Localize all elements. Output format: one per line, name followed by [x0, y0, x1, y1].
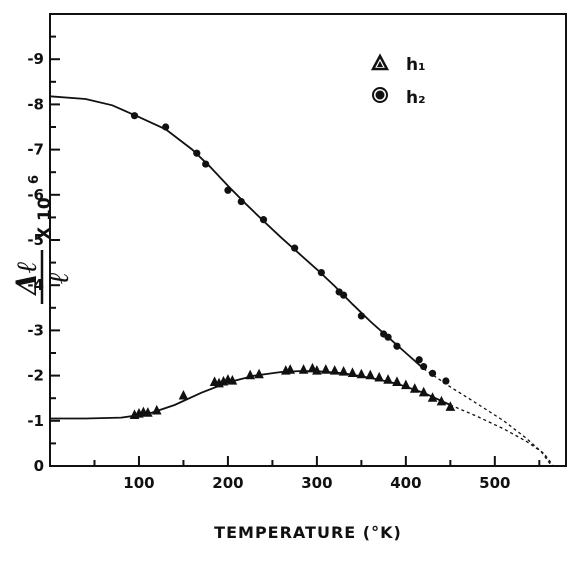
data-point-h1 [298, 364, 309, 374]
y-tick-label: -2 [27, 367, 44, 385]
data-point-h1 [320, 364, 331, 374]
data-point-h1 [374, 371, 384, 382]
y-tick-label: -6 [27, 186, 44, 204]
data-point-h1 [409, 383, 420, 393]
x-tick-label: 400 [390, 474, 421, 492]
x-tick-label: 200 [212, 474, 243, 492]
fit-curve-dashed-1 [450, 404, 554, 466]
y-axis-title-numerator: Δℓ [10, 261, 43, 297]
data-point-h1 [445, 401, 456, 411]
data-point-h1 [227, 375, 238, 385]
y-axis-title-multiplier: X 10 [35, 197, 55, 240]
data-point-h2 [237, 197, 245, 206]
y-tick-label: -9 [27, 50, 44, 68]
legend-marker-h2-inner [375, 90, 385, 100]
plot-area [49, 13, 567, 467]
x-axis-title: TEMPERATURE (°K) [214, 523, 402, 542]
data-point-h2 [193, 149, 201, 157]
data-point-h2 [202, 160, 210, 168]
data-point-h1 [418, 386, 429, 397]
data-point-h2 [393, 342, 401, 350]
y-tick-label: -1 [27, 412, 44, 430]
data-point-h2 [291, 244, 299, 252]
data-point-h2 [162, 123, 170, 131]
y-tick-label: -4 [27, 276, 44, 294]
data-point-h1 [178, 389, 189, 400]
data-point-h1 [245, 369, 255, 380]
y-axis-title-exponent: 6 [27, 175, 42, 184]
fit-curves [49, 95, 554, 466]
y-tick-label: -3 [27, 321, 44, 339]
data-point-h2 [415, 356, 423, 364]
legend-marker-h2 [372, 87, 388, 103]
data-point-h1 [401, 379, 411, 390]
fit-curve-dashed-2 [423, 368, 551, 465]
data-point-h1 [338, 365, 349, 376]
legend-label-h1: h₁ [406, 55, 426, 75]
y-tick-label: -7 [27, 141, 44, 159]
data-point-h2 [224, 186, 232, 194]
data-points [129, 112, 456, 419]
legend-marker-h1 [370, 53, 390, 71]
data-point-h1 [436, 395, 447, 406]
data-point-h2 [384, 333, 392, 341]
y-tick-label: 0 [34, 457, 44, 475]
legend-marker-h1-inner [377, 61, 383, 67]
data-point-h1 [285, 364, 296, 374]
x-tick-label: 100 [123, 474, 154, 492]
data-point-h1 [312, 365, 322, 375]
x-axis: 100 200 300 400 500 [93, 456, 541, 492]
legend-label-h2: h₂ [406, 88, 426, 108]
data-point-h2 [259, 216, 268, 224]
data-point-h2 [339, 291, 348, 299]
data-point-h2 [317, 268, 325, 277]
data-point-h1 [427, 392, 438, 402]
data-point-h1 [356, 368, 367, 379]
data-point-h1 [392, 376, 402, 386]
legend: h₁ h₂ [370, 53, 426, 108]
fit-curve-solid-2 [49, 95, 425, 370]
y-axis-title-denominator: ℓ [42, 272, 75, 285]
data-point-h1 [151, 404, 162, 415]
data-point-h1 [347, 367, 358, 377]
data-point-h1 [143, 407, 153, 417]
y-tick-label: -8 [27, 95, 44, 113]
y-axis-title: Δℓ ℓ X 10 6 [10, 175, 75, 304]
data-point-h1 [365, 369, 376, 380]
data-point-h1 [329, 365, 340, 375]
plot-frame [49, 13, 567, 467]
data-point-h1 [254, 368, 264, 379]
data-point-h2 [428, 369, 437, 377]
data-point-h2 [442, 377, 450, 385]
data-point-h2 [357, 312, 365, 320]
x-tick-label: 300 [301, 474, 332, 492]
data-point-h1 [383, 374, 393, 384]
data-point-h2 [130, 112, 139, 120]
x-tick-label: 500 [479, 474, 510, 492]
y-tick-label: -5 [27, 231, 44, 249]
y-axis: 0 -1 -2 -3 -4 -5 -6 -7 -8 -9 [27, 35, 60, 475]
data-point-h2 [420, 362, 428, 371]
